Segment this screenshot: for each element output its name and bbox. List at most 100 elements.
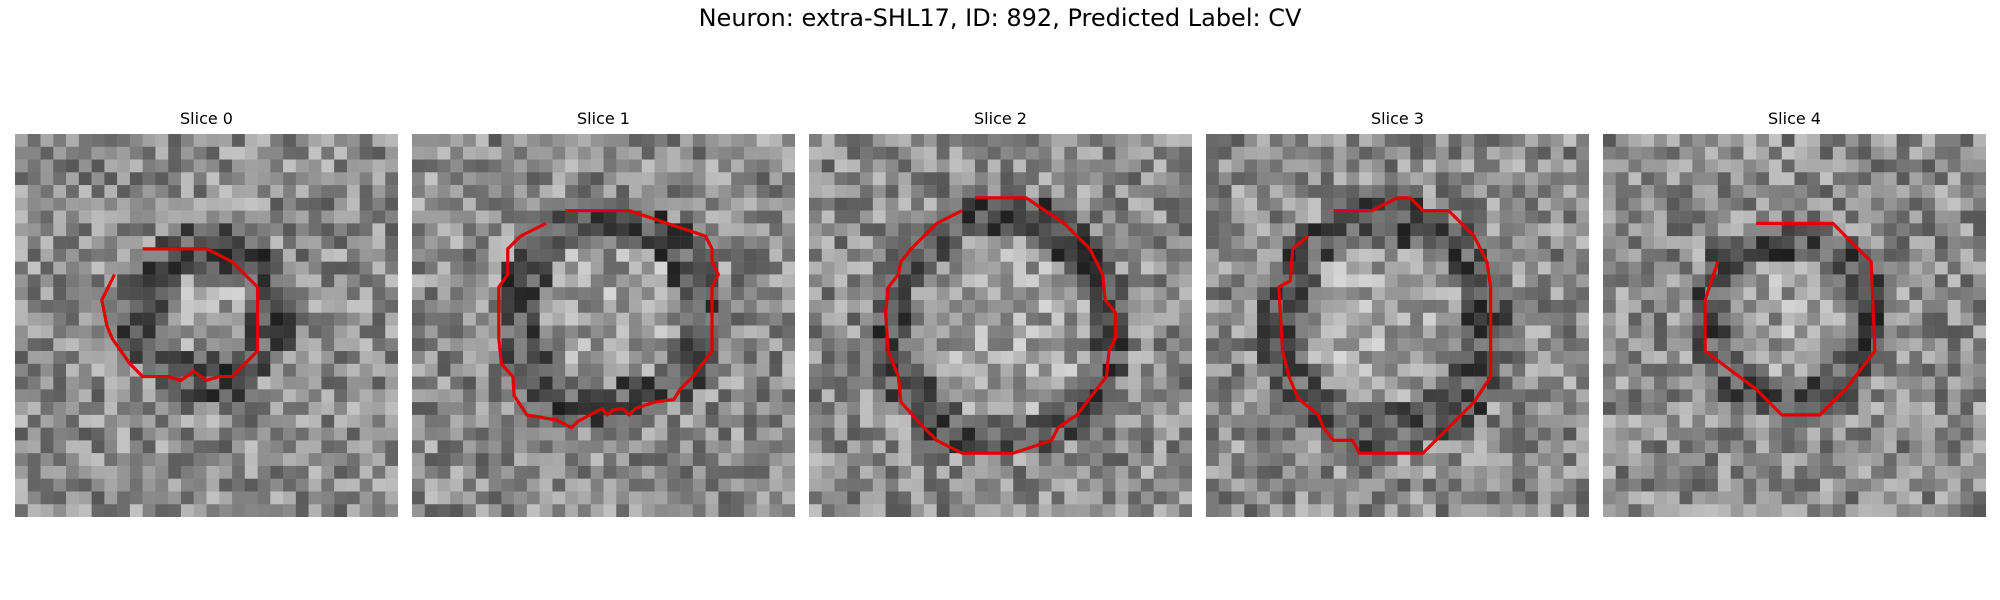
pixel — [782, 351, 795, 365]
pixel — [1115, 159, 1129, 173]
pixel — [372, 197, 386, 211]
pixel — [1320, 363, 1334, 377]
pixel — [1166, 312, 1180, 326]
pixel — [1179, 236, 1192, 250]
pixel — [1435, 261, 1449, 275]
pixel — [1705, 427, 1719, 441]
pixel — [1397, 453, 1411, 467]
pixel — [257, 236, 271, 250]
pixel — [1346, 351, 1360, 365]
pixel — [129, 389, 143, 403]
pixel — [1359, 223, 1373, 237]
pixel — [539, 172, 553, 186]
pixel — [412, 185, 426, 199]
pixel — [1909, 427, 1923, 441]
pixel — [756, 185, 770, 199]
pixel — [1499, 185, 1513, 199]
pixel — [974, 236, 988, 250]
pixel — [911, 465, 925, 479]
pixel — [155, 134, 169, 148]
pixel — [475, 376, 489, 390]
pixel — [1448, 261, 1462, 275]
pixel — [1000, 414, 1014, 428]
pixel — [1384, 465, 1398, 479]
pixel — [769, 491, 783, 505]
pixel — [1320, 312, 1334, 326]
pixel — [40, 299, 54, 313]
pixel — [78, 363, 92, 377]
pixel — [78, 504, 92, 517]
pixel — [1077, 261, 1091, 275]
pixel — [1499, 287, 1513, 301]
pixel — [769, 236, 783, 250]
pixel — [1717, 197, 1731, 211]
pixel — [1717, 312, 1731, 326]
pixel — [1346, 287, 1360, 301]
pixel — [1140, 197, 1154, 211]
pixel — [1000, 210, 1014, 224]
pixel — [66, 325, 80, 339]
pixel — [1231, 504, 1245, 517]
pixel — [539, 261, 553, 275]
pixel — [78, 172, 92, 186]
pixel — [1692, 134, 1706, 148]
pixel — [308, 351, 322, 365]
pixel — [168, 261, 182, 275]
pixel — [667, 414, 681, 428]
pixel — [1717, 491, 1731, 505]
pixel — [987, 427, 1001, 441]
pixel — [1013, 312, 1027, 326]
pixel — [372, 287, 386, 301]
pixel — [1244, 312, 1258, 326]
pixel — [962, 172, 976, 186]
pixel — [1231, 248, 1245, 262]
pixel — [475, 504, 489, 517]
pixel — [1525, 134, 1539, 148]
pixel — [1257, 261, 1271, 275]
pixel — [1166, 440, 1180, 454]
pixel — [270, 210, 284, 224]
pixel — [1077, 440, 1091, 454]
pixel — [1666, 389, 1680, 403]
pixel — [27, 465, 41, 479]
pixel — [308, 440, 322, 454]
pixel — [412, 389, 426, 403]
pixel — [718, 197, 732, 211]
pixel — [66, 223, 80, 237]
pixel — [1000, 299, 1014, 313]
pixel — [1013, 465, 1027, 479]
pixel — [731, 236, 745, 250]
pixel — [1051, 159, 1065, 173]
pixel — [463, 389, 477, 403]
pixel — [232, 389, 246, 403]
pixel — [257, 223, 271, 237]
pixel — [321, 351, 335, 365]
pixel — [104, 248, 118, 262]
pixel — [232, 312, 246, 326]
pixel — [1756, 363, 1770, 377]
pixel — [346, 389, 360, 403]
pixel — [1973, 261, 1986, 275]
pixel — [654, 274, 668, 288]
pixel — [552, 351, 566, 365]
pixel — [1051, 236, 1065, 250]
pixel — [1871, 491, 1885, 505]
pixel — [78, 389, 92, 403]
pixel — [654, 453, 668, 467]
pixel — [514, 363, 528, 377]
pixel — [1026, 389, 1040, 403]
pixel — [1089, 414, 1103, 428]
pixel — [1359, 197, 1373, 211]
pixel — [1871, 172, 1885, 186]
pixel — [450, 274, 464, 288]
pixel — [53, 414, 67, 428]
pixel — [27, 414, 41, 428]
pixel — [821, 146, 835, 160]
pixel — [15, 325, 29, 339]
pixel — [244, 389, 258, 403]
pixel — [1537, 287, 1551, 301]
pixel — [1499, 376, 1513, 390]
pixel — [1705, 159, 1719, 173]
pixel — [1692, 197, 1706, 211]
pixel — [962, 325, 976, 339]
